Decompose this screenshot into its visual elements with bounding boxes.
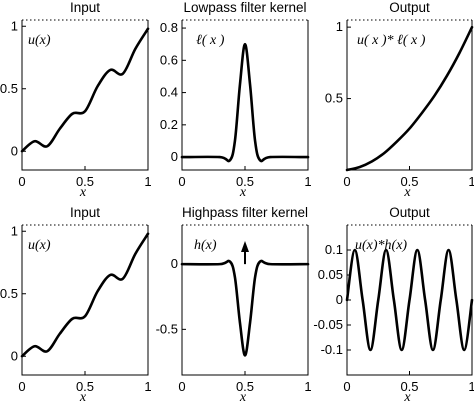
x-tick-label: 0.5 [400,174,418,189]
x-tick-label: 0 [343,174,350,189]
x-tick-label: 1 [304,174,311,189]
x-tick-label: 1 [144,379,151,394]
x-axis-label: x [403,390,411,405]
x-axis-label: x [403,185,411,200]
y-tick-label: 0.05 [318,267,343,282]
y-tick-label: 1 [11,18,18,33]
curve-annotation: u(x)*h(x) [355,238,407,253]
subplot-title: Input [70,205,100,220]
x-tick-label: 0.5 [76,174,94,189]
subplot-title: Input [70,0,100,15]
y-tick-label: 0.1 [325,242,343,257]
x-tick-label: 0.5 [400,379,418,394]
y-tick-label: 1 [11,223,18,238]
subplot-3: Output 0 0.5 1 0.5 1 x u( x )* ℓ( x ) [325,0,474,200]
series-line [20,232,150,358]
x-tick-label: 0 [18,379,25,394]
series-line [345,25,474,172]
curve-annotation: u(x) [28,238,51,253]
y-tick-label: -0.05 [313,317,343,332]
y-tick-label: 0.5 [0,81,18,96]
subplot-title: Highpass filter kernel [182,205,308,220]
x-tick-label: 1 [468,379,474,394]
curve-annotation: u(x) [28,33,51,48]
subplot-title: Output [389,205,430,220]
x-tick-label: 1 [468,174,474,189]
subplot-1: Input 0 0.5 1 0 0.5 1 x u(x) [0,0,152,200]
subplot-6: Output 0 0.5 1 0.1 0.05 0 -0.05 -0.1 x u(x)*h(x) [313,205,474,405]
series-line [180,259,310,357]
y-tick-label: 0.8 [160,20,178,35]
x-axis-label: x [79,185,87,200]
x-tick-label: 0 [178,379,185,394]
subplot-5: Highpass filter kernel 0 0.5 1 0 -0.5 x h(x) [156,205,312,405]
subplot-2: Lowpass filter kernel 0 0.5 1 0 0.2 0.4 0.6 0.8 x… [160,0,312,200]
y-tick-label: 0 [171,149,178,164]
y-tick-label: 0.5 [0,286,18,301]
y-tick-label: 0 [11,348,18,363]
subplot-4: Input 0 0.5 1 0 0.5 1 x u(x) [0,205,152,405]
y-tick-label: 0 [171,256,178,271]
impulse-arrow-head [241,241,249,252]
curve-annotation: u( x )* ℓ( x ) [357,33,426,48]
y-tick-label: 1 [336,19,343,34]
x-tick-label: 1 [144,174,151,189]
curve-annotation: h(x) [194,238,217,253]
x-axis-label: x [239,390,247,405]
y-tick-label: 0.2 [160,117,178,132]
x-axis-label: x [239,185,247,200]
y-tick-label: 0.6 [160,52,178,67]
x-axis-label: x [79,390,87,405]
y-tick-label: 0.5 [325,91,343,106]
x-tick-label: 0 [18,174,25,189]
x-tick-label: 0.5 [236,174,254,189]
series-line [20,27,150,153]
y-tick-label: 0.4 [160,85,178,100]
y-tick-label: 0 [11,143,18,158]
x-tick-label: 1 [304,379,311,394]
curve-annotation: ℓ( x ) [196,33,225,48]
subplot-title: Lowpass filter kernel [183,0,306,15]
x-tick-label: 0 [343,379,350,394]
x-tick-label: 0.5 [236,379,254,394]
x-tick-label: 0.5 [76,379,94,394]
y-tick-label: 0 [336,292,343,307]
y-tick-label: -0.1 [321,342,343,357]
series-line [180,42,310,163]
subplot-title: Output [389,0,430,15]
series-line [345,248,474,352]
x-tick-label: 0 [178,174,185,189]
y-tick-label: -0.5 [156,321,178,336]
